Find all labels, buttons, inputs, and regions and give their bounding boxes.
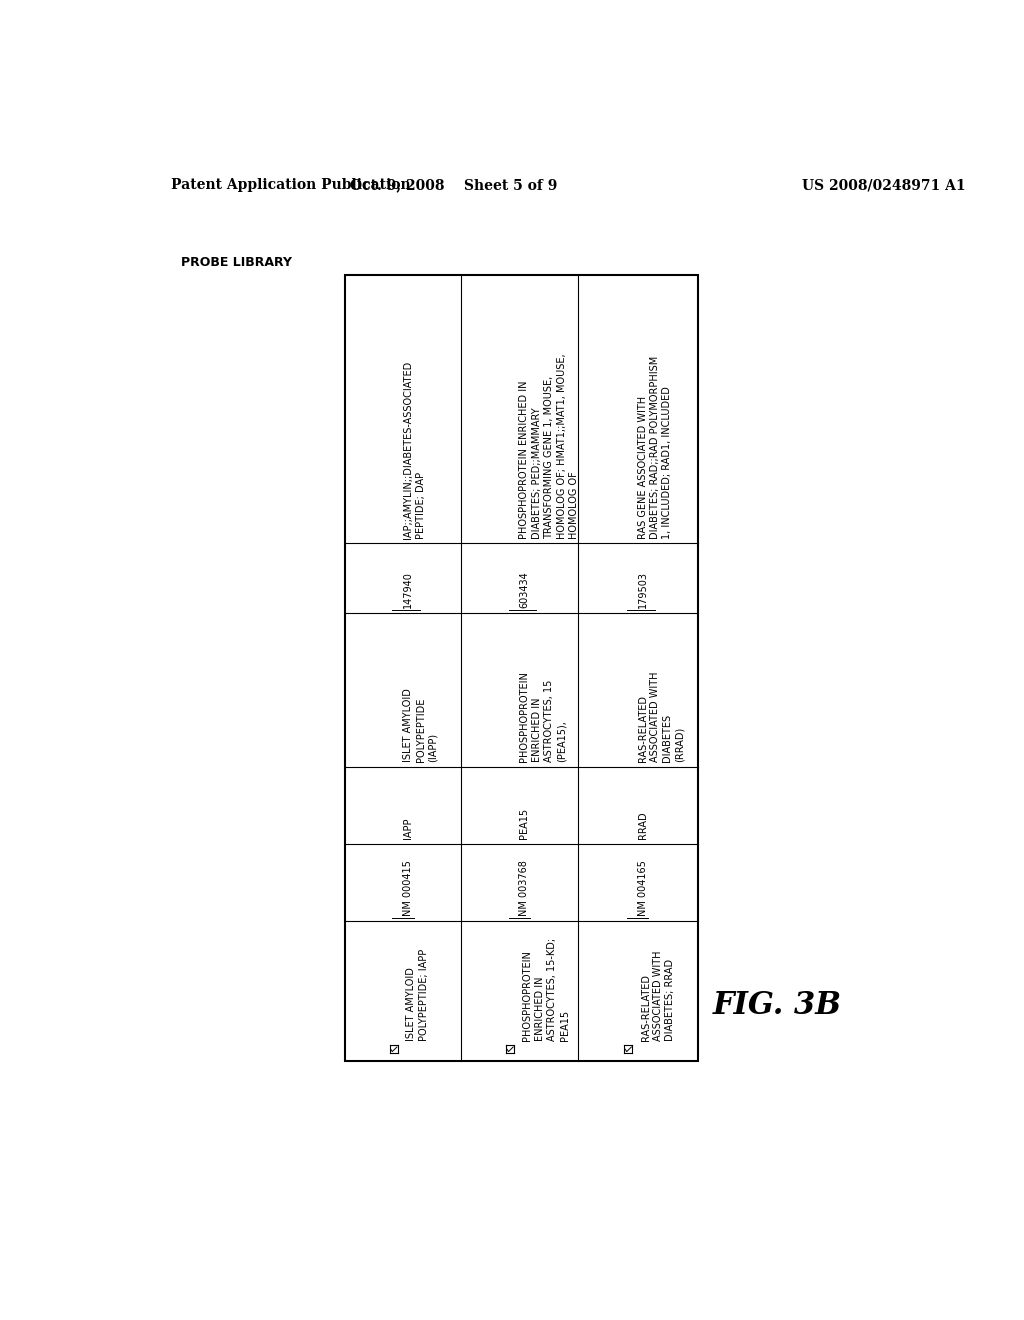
Text: ISLET AMYLOID
POLYPEPTIDE; IAPP: ISLET AMYLOID POLYPEPTIDE; IAPP	[407, 949, 429, 1040]
Text: RAS GENE ASSOCIATED WITH
DIABETES; RAD;;RAD POLYMORPHISM
1, INCLUDED; RAD1, INCL: RAS GENE ASSOCIATED WITH DIABETES; RAD;;…	[638, 355, 673, 539]
Text: Oct. 9, 2008    Sheet 5 of 9: Oct. 9, 2008 Sheet 5 of 9	[350, 178, 557, 193]
Text: RRAD: RRAD	[638, 812, 647, 840]
Text: PHOSPHOPROTEIN ENRICHED IN
DIABETES; PED;;MAMMARY
TRANSFORMING GENE 1, MOUSE,
HO: PHOSPHOPROTEIN ENRICHED IN DIABETES; PED…	[519, 354, 579, 539]
Text: PHOSPHOPROTEIN
ENRICHED IN
ASTROCYTES, 15
(PEA15),: PHOSPHOPROTEIN ENRICHED IN ASTROCYTES, 1…	[519, 671, 566, 762]
Text: IAP;;AMYLIN;;DIABETES-ASSOCIATED
PEPTIDE; DAP: IAP;;AMYLIN;;DIABETES-ASSOCIATED PEPTIDE…	[403, 360, 426, 539]
Text: PEA15: PEA15	[519, 808, 529, 840]
Text: RAS-RELATED
ASSOCIATED WITH
DIABETES; RRAD: RAS-RELATED ASSOCIATED WITH DIABETES; RR…	[641, 950, 676, 1040]
Text: 147940: 147940	[403, 572, 413, 609]
FancyBboxPatch shape	[345, 276, 697, 1061]
Text: NM 004165: NM 004165	[638, 861, 647, 916]
Text: 179503: 179503	[638, 572, 647, 609]
Text: ISLET AMYLOID
POLYPEPTIDE
(IAPP): ISLET AMYLOID POLYPEPTIDE (IAPP)	[403, 688, 438, 762]
Text: NM 000415: NM 000415	[403, 861, 413, 916]
Text: US 2008/0248971 A1: US 2008/0248971 A1	[802, 178, 966, 193]
Text: NM 003768: NM 003768	[519, 861, 529, 916]
Text: IAPP: IAPP	[403, 817, 413, 840]
Text: PHOSPHOPROTEIN
ENRICHED IN
ASTROCYTES, 15-KD;
PEA15: PHOSPHOPROTEIN ENRICHED IN ASTROCYTES, 1…	[522, 937, 569, 1040]
Text: RAS-RELATED
ASSOCIATED WITH
DIABETES
(RRAD): RAS-RELATED ASSOCIATED WITH DIABETES (RR…	[638, 672, 685, 762]
Text: Patent Application Publication: Patent Application Publication	[171, 178, 411, 193]
Text: PROBE LIBRARY: PROBE LIBRARY	[180, 256, 292, 269]
Text: 603434: 603434	[519, 572, 529, 609]
Text: FIG. 3B: FIG. 3B	[713, 990, 842, 1020]
